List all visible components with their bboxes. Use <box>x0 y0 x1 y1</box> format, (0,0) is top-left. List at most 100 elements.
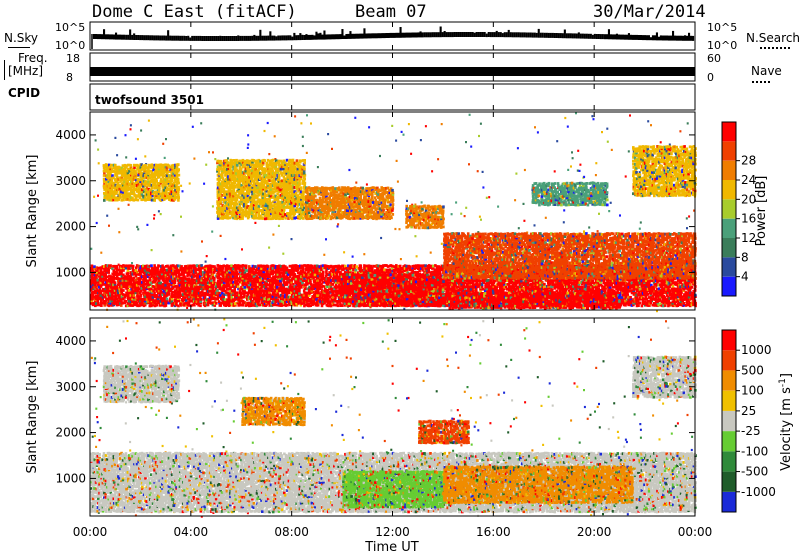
range-cell <box>233 275 237 278</box>
nsky-sample <box>379 33 382 39</box>
range-cell <box>150 275 153 278</box>
range-cell <box>176 291 180 294</box>
range-cell <box>144 289 147 293</box>
range-cell <box>306 302 309 305</box>
range-cell <box>274 283 278 286</box>
range-cell <box>160 301 163 305</box>
scatter-cell <box>268 246 271 249</box>
range-cell <box>313 293 317 296</box>
range-cell <box>291 303 295 307</box>
range-cell <box>314 279 318 282</box>
range-cell <box>222 264 226 268</box>
range-cell <box>252 279 256 282</box>
range-cell <box>285 277 289 280</box>
range-cell <box>235 291 239 295</box>
range-cell <box>230 296 234 299</box>
scatter-cell <box>294 115 297 118</box>
nsky-sample <box>301 34 304 40</box>
range-cell <box>142 292 145 295</box>
nsky-sample <box>285 35 288 41</box>
nsky-sample <box>123 34 126 40</box>
range-cell <box>350 284 353 288</box>
scatter-cell <box>117 207 120 210</box>
range-cell <box>228 264 232 268</box>
range-cell <box>123 277 126 281</box>
range-cell <box>157 297 160 301</box>
range-cell <box>271 297 275 301</box>
range-cell <box>104 295 107 299</box>
range-cell <box>339 298 342 301</box>
scatter-cell <box>114 136 117 139</box>
range-cell <box>126 302 130 305</box>
range-cell <box>163 276 166 280</box>
range-cell <box>132 294 136 297</box>
nsearch-legend-line <box>760 47 790 49</box>
range-cell <box>221 296 224 299</box>
range-cell <box>145 271 149 275</box>
range-cell <box>369 269 372 272</box>
nsky-sample <box>607 29 610 40</box>
nsky-sample <box>167 30 170 41</box>
range-cell <box>476 279 479 283</box>
range-cell <box>337 281 341 284</box>
range-cell <box>265 281 268 285</box>
range-cell <box>177 304 180 308</box>
nsky-sample <box>670 35 673 41</box>
range-cell <box>198 280 202 284</box>
range-cell <box>181 279 185 283</box>
nsky-sample <box>127 34 130 40</box>
range-cell <box>386 279 390 283</box>
range-cell <box>310 284 314 288</box>
nsky-sample <box>688 32 691 41</box>
range-cell <box>164 275 168 279</box>
range-cell <box>194 264 197 268</box>
scatter-cell <box>608 210 611 213</box>
range-cell <box>100 289 103 293</box>
range-cell <box>271 272 275 276</box>
range-cell <box>136 285 140 289</box>
range-cell <box>304 293 308 297</box>
nsky-sample <box>427 32 430 38</box>
range-cell <box>244 264 248 268</box>
range-cell <box>191 283 194 286</box>
range-cell <box>377 267 380 271</box>
range-cell <box>192 287 196 290</box>
range-cell <box>285 266 289 270</box>
range-cell <box>335 285 339 289</box>
range-cell <box>203 297 207 301</box>
nsky-sample <box>257 35 260 41</box>
scatter-cell <box>583 175 586 178</box>
nsky-sample <box>503 32 506 38</box>
range-cell <box>279 275 283 279</box>
range-cell <box>142 278 145 282</box>
range-cell <box>207 291 210 295</box>
range-cell <box>239 291 243 295</box>
nsky-sample <box>523 32 526 38</box>
range-cell <box>106 301 109 305</box>
range-cell <box>92 291 95 294</box>
range-cell <box>254 294 257 297</box>
scatter-cell <box>379 154 381 158</box>
range-cell <box>197 281 200 285</box>
scatter-cell <box>455 201 458 204</box>
nsky-sample <box>381 33 384 39</box>
range-cell <box>279 297 283 300</box>
range-cell <box>266 275 270 278</box>
range-cell <box>118 277 121 281</box>
range-cell <box>205 298 209 302</box>
range-cell <box>306 304 310 308</box>
range-cell <box>161 283 165 286</box>
nsky-sample <box>511 32 514 38</box>
range-cell <box>290 287 293 291</box>
scatter-cell <box>351 255 354 258</box>
range-cell <box>276 298 279 302</box>
range-cell <box>318 285 322 289</box>
range-cell <box>182 289 185 293</box>
range-cell <box>380 275 384 279</box>
range-cell <box>96 283 99 287</box>
range-cell <box>279 288 282 291</box>
range-cell <box>334 279 338 282</box>
nsky-sample <box>223 36 226 41</box>
range-cell <box>139 270 142 274</box>
range-cell <box>377 270 381 274</box>
